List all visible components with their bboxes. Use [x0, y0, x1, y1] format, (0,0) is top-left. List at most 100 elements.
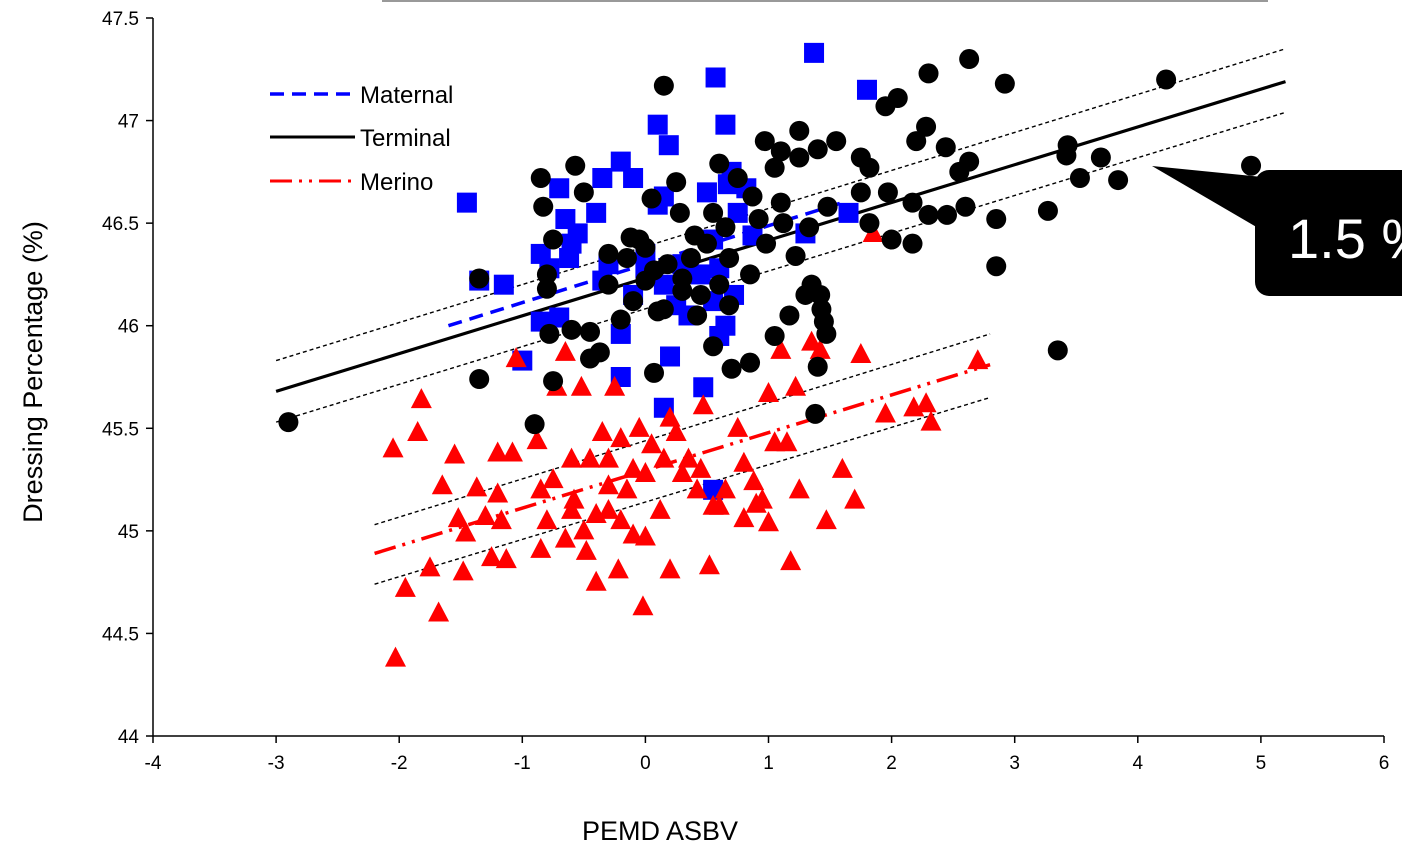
merino-point — [659, 406, 681, 427]
merino-point — [394, 576, 416, 597]
terminal-point — [690, 284, 711, 305]
merino-point — [447, 507, 469, 528]
y-axis-ticks: 44 44.5 45 45.5 46 46.5 47 47.5 — [102, 9, 153, 748]
merino-point — [604, 375, 626, 396]
merino-point — [561, 447, 583, 468]
maternal-point — [705, 67, 726, 88]
merino-point — [788, 478, 810, 499]
maternal-point — [623, 168, 644, 189]
merino-point — [649, 498, 671, 519]
terminal-point — [687, 305, 708, 326]
legend-terminal-label: Terminal — [360, 125, 451, 152]
terminal-point — [536, 278, 557, 299]
merino-point — [634, 525, 656, 546]
terminal-point — [580, 321, 601, 342]
terminal-point — [653, 75, 674, 96]
maternal-point — [647, 114, 668, 135]
terminal-point — [850, 182, 871, 203]
terminal-point — [703, 202, 724, 223]
terminal-point — [935, 137, 956, 158]
merino-point — [591, 420, 613, 441]
terminal-point — [719, 295, 740, 316]
merino-point — [809, 338, 831, 359]
merino-point — [597, 474, 619, 495]
maternal-point — [804, 42, 825, 63]
callout-pointer — [1152, 166, 1272, 232]
terminal-point — [859, 157, 880, 178]
merino-point — [733, 451, 755, 472]
merino-point — [474, 505, 496, 526]
terminal-point — [906, 131, 927, 152]
terminal-point — [709, 153, 730, 174]
terminal-point — [742, 186, 763, 207]
maternal-point — [586, 202, 607, 223]
merino-point — [487, 482, 509, 503]
terminal-point — [644, 362, 665, 383]
terminal-point — [949, 161, 970, 182]
terminal-point — [959, 49, 980, 70]
terminal-point — [1241, 155, 1262, 176]
terminal-point — [669, 202, 690, 223]
maternal-point — [696, 182, 717, 203]
maternal-point — [693, 377, 714, 398]
merino-point — [610, 509, 632, 530]
merino-point — [677, 447, 699, 468]
terminal-point — [530, 168, 551, 189]
y-tick-label: 47 — [118, 112, 139, 133]
x-tick-label: -2 — [391, 753, 408, 774]
terminal-point — [696, 233, 717, 254]
merino-point — [665, 420, 687, 441]
terminal-point — [779, 305, 800, 326]
terminal-point — [641, 188, 662, 209]
y-tick-label: 44.5 — [102, 624, 139, 645]
terminal-point — [598, 274, 619, 295]
merino-point — [733, 507, 755, 528]
merino-point — [967, 349, 989, 370]
merino-point — [487, 441, 509, 462]
maternal-point — [592, 168, 613, 189]
terminal-point — [469, 369, 490, 390]
terminal-point — [799, 217, 820, 238]
maternal-point — [715, 315, 736, 336]
merino-point — [410, 388, 432, 409]
merino-point — [758, 511, 779, 532]
maternal-point — [715, 114, 736, 135]
callout-text: 1.5 % — [1288, 207, 1402, 270]
merino-point — [776, 431, 798, 452]
terminal-point — [561, 319, 582, 340]
terminal-point — [789, 147, 810, 168]
merino-point — [659, 558, 681, 579]
terminal-point — [1056, 145, 1077, 166]
merino-point — [407, 420, 429, 441]
x-tick-label: 5 — [1256, 753, 1267, 774]
terminal-point — [826, 131, 847, 152]
terminal-point — [565, 155, 586, 176]
merino-point — [428, 601, 450, 622]
terminal-point — [764, 157, 785, 178]
maternal-point — [610, 151, 631, 172]
maternal-point — [493, 274, 514, 295]
terminal-point — [1047, 340, 1068, 361]
merino-point — [616, 478, 638, 499]
terminal-point — [719, 248, 740, 269]
terminal-point — [918, 204, 939, 225]
terminal-point — [756, 233, 777, 254]
merino-point — [844, 488, 866, 509]
terminal-point — [773, 213, 794, 234]
x-tick-label: -3 — [268, 753, 285, 774]
merino-point — [579, 447, 601, 468]
merino-point — [607, 558, 629, 579]
merino-point — [526, 429, 548, 450]
merino-point — [850, 343, 872, 363]
merino-point — [628, 416, 650, 437]
terminal-point — [278, 412, 299, 433]
maternal-point — [660, 346, 681, 367]
merino-point — [708, 494, 730, 515]
merino-point — [505, 347, 527, 368]
terminal-point — [635, 270, 656, 291]
terminal-point — [666, 172, 687, 193]
terminal-point — [573, 182, 594, 203]
x-tick-label: -1 — [514, 753, 531, 774]
terminal-point — [536, 264, 557, 285]
merino-point — [585, 503, 607, 523]
